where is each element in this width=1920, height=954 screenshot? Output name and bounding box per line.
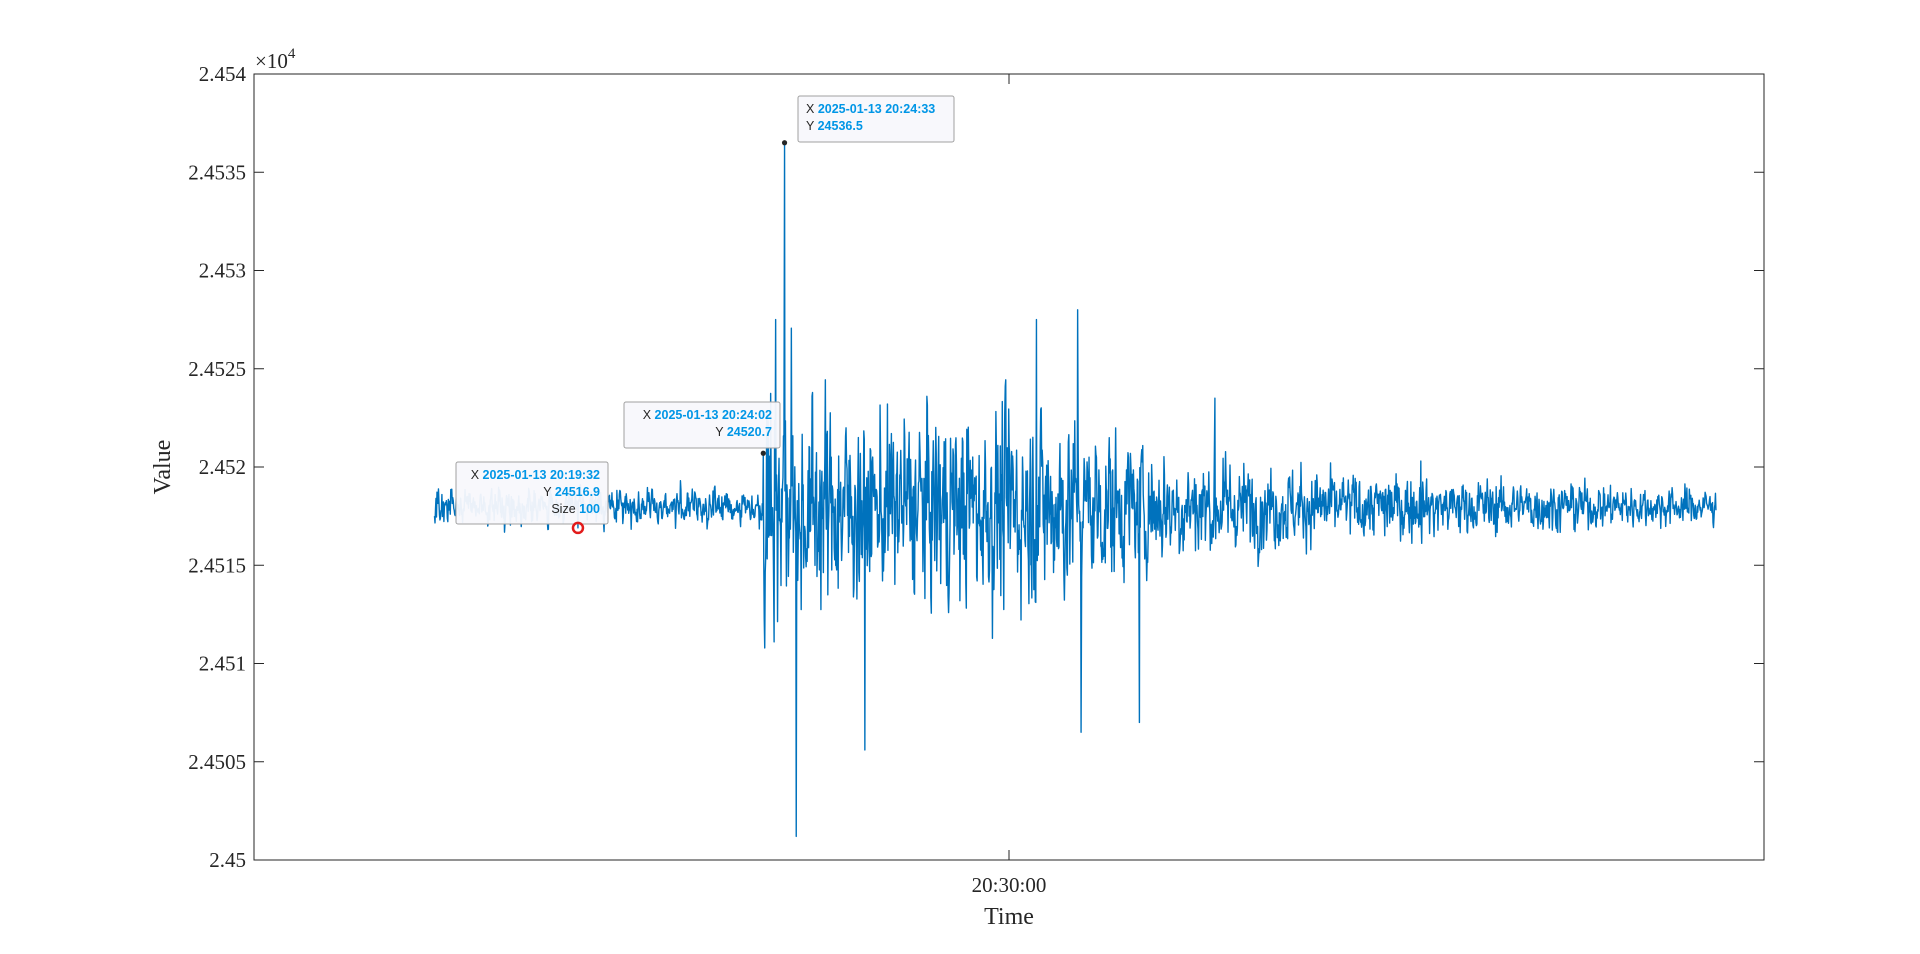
- y-tick-label: 2.4525: [188, 357, 246, 381]
- datatip-box: [455, 461, 609, 525]
- y-tick-label: 2.451: [199, 652, 246, 676]
- y-tick-label: 2.454: [199, 62, 247, 86]
- datatip-key: Y: [715, 425, 727, 439]
- datatip-key: X: [806, 102, 818, 116]
- datatip-box: [623, 401, 781, 449]
- datatip-key: Size: [551, 502, 579, 516]
- y-axis-label: Value: [150, 440, 176, 495]
- datatip-line: Y 24536.5: [806, 119, 863, 133]
- y-tick-label: 2.4515: [188, 553, 246, 577]
- datatip-marker: [571, 521, 585, 535]
- datatip-key: X: [471, 468, 483, 482]
- y-tick-label: 2.452: [199, 455, 246, 479]
- datatip-key: Y: [806, 119, 818, 133]
- y-tick-label: 2.4535: [188, 160, 246, 184]
- y-axis-ticks: 2.45 2.4505 2.451 2.4515 2.452 2.4525 2.453 2.4…: [188, 62, 1764, 872]
- datatip-key: X: [643, 408, 655, 422]
- datatip-key: Y: [543, 485, 555, 499]
- datatips-layer: X 2025-01-13 20:24:33Y 24536.5X 2025-01-…: [455, 95, 955, 535]
- x-tick-label: 20:30:00: [972, 873, 1047, 897]
- x-axis-ticks: 20:30:00: [972, 74, 1047, 897]
- datatip-marker: [760, 450, 766, 456]
- y-tick-label: 2.4505: [188, 750, 246, 774]
- datatip-value: 24520.7: [727, 425, 772, 439]
- y-tick-label: 2.453: [199, 259, 246, 283]
- datatip[interactable]: X 2025-01-13 20:19:32 Y 24516.9 Size 100: [455, 461, 609, 535]
- series-layer: [433, 142, 1717, 838]
- datatip-line: Y 24520.7: [715, 425, 772, 439]
- x-axis-label: Time: [984, 904, 1034, 930]
- datatip-value: 100: [579, 502, 600, 516]
- datatip-value: 24516.9: [555, 485, 600, 499]
- datatip-line: Y 24516.9: [543, 485, 600, 499]
- datatip-line: Size 100: [551, 502, 600, 516]
- datatip-line: X 2025-01-13 20:24:33: [806, 102, 935, 116]
- datatip-line: X 2025-01-13 20:24:02: [643, 408, 772, 422]
- datatip-box: [797, 95, 955, 143]
- datatip-marker: [781, 140, 788, 146]
- y-exponent-label: ×104: [255, 46, 296, 73]
- datatip-line: X 2025-01-13 20:19:32: [471, 468, 600, 482]
- series-line[interactable]: [433, 142, 1717, 838]
- datatip-value: 2025-01-13 20:19:32: [483, 468, 600, 482]
- datatip-value: 2025-01-13 20:24:02: [655, 408, 772, 422]
- datatip[interactable]: X 2025-01-13 20:24:02 Y 24520.7: [623, 401, 781, 456]
- datatip-value: 24536.5: [818, 119, 863, 133]
- datatip[interactable]: X 2025-01-13 20:24:33Y 24536.5: [781, 95, 955, 146]
- y-tick-label: 2.45: [209, 848, 246, 872]
- datatip-value: 2025-01-13 20:24:33: [818, 102, 935, 116]
